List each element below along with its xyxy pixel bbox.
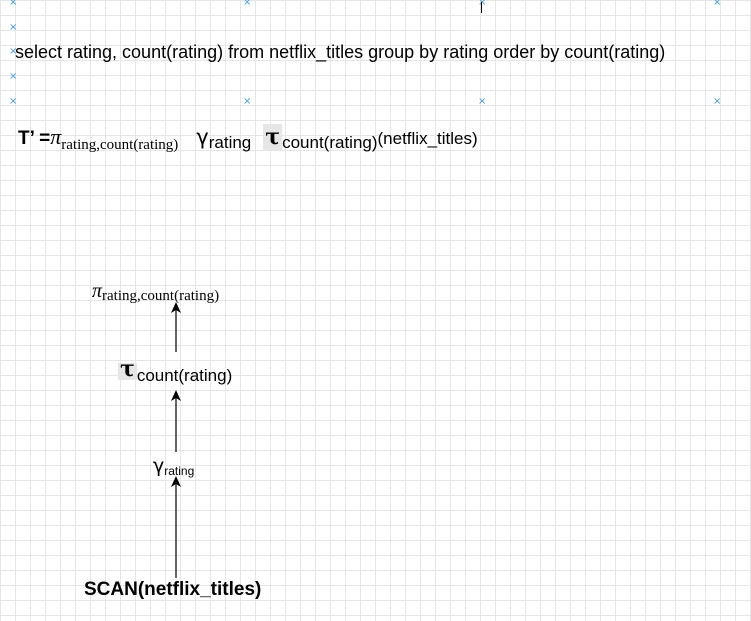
arrowhead-icon — [171, 390, 181, 401]
marker-icon[interactable]: × — [478, 0, 487, 8]
expression-operand: (netflix_titles) — [377, 129, 478, 148]
marker-icon[interactable]: × — [478, 96, 487, 107]
projection-attributes: rating,count(rating) — [61, 137, 179, 153]
sort-symbol: τ — [265, 124, 281, 150]
tree-projection-attributes: rating,count(rating) — [102, 288, 220, 304]
marker-icon[interactable]: × — [9, 71, 18, 82]
marker-icon[interactable]: × — [243, 96, 252, 107]
tree-grouping-attribute: rating — [164, 464, 195, 478]
arrowhead-icon — [171, 476, 181, 487]
marker-icon[interactable]: × — [9, 22, 18, 33]
tree-node-group[interactable]: γrating — [153, 455, 195, 478]
cursor-icon — [481, 2, 482, 13]
tree-node-sort[interactable]: τ count(rating) — [118, 356, 233, 385]
tree-sort-attribute: count(rating) — [136, 366, 233, 385]
tree-sort-operator: τ — [118, 356, 137, 382]
sort-attribute: count(rating) — [282, 133, 378, 152]
sql-query-text[interactable]: select rating, count(rating) from netfli… — [15, 42, 666, 62]
marker-icon[interactable]: × — [9, 96, 18, 107]
tree-grouping-symbol: γ — [153, 455, 165, 477]
projection-symbol: π — [50, 124, 62, 149]
grouping-attribute: rating — [208, 133, 252, 152]
arrowhead-icon — [171, 302, 181, 313]
marker-icon[interactable]: × — [9, 0, 18, 8]
marker-icon[interactable]: × — [713, 96, 722, 107]
tree-projection-symbol: π — [92, 280, 103, 302]
tree-node-projection[interactable]: πrating,count(rating) — [92, 280, 220, 304]
sort-operator: τ — [263, 124, 283, 150]
marker-icon[interactable]: × — [9, 46, 18, 57]
tree-sort-symbol: τ — [120, 356, 135, 382]
grouping-symbol: γ — [196, 125, 209, 149]
marker-icon[interactable]: × — [713, 0, 722, 8]
expression-lhs: T’ = — [18, 128, 51, 149]
marker-icon[interactable]: × — [243, 0, 252, 8]
relational-algebra-expression[interactable]: T’ = π rating,count(rating) γ rating τ c… — [18, 124, 478, 153]
tree-node-scan[interactable]: SCAN(netflix_titles) — [84, 579, 262, 600]
